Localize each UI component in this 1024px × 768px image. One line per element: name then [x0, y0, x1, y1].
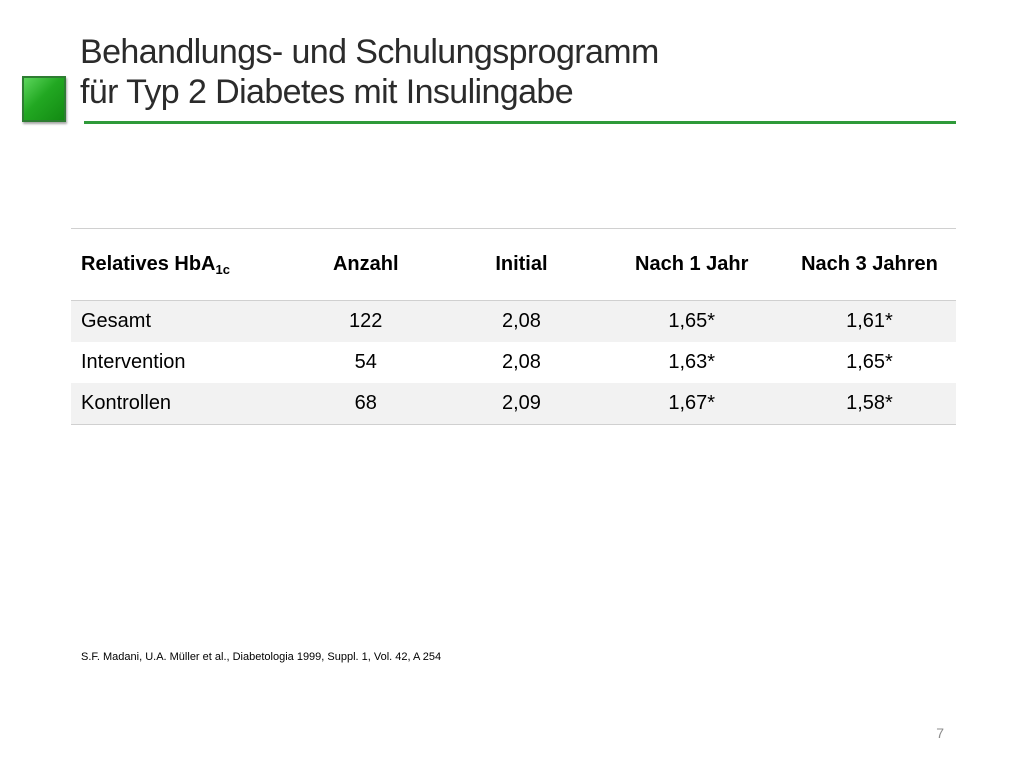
- cell-nach-1-jahr: 1,67*: [600, 383, 783, 425]
- cell-initial: 2,08: [442, 300, 601, 342]
- cell-initial: 2,08: [501, 351, 541, 373]
- table-row: Intervention 54 2,08 1,63* 1,65*: [71, 342, 956, 383]
- cell-label: Kontrollen: [71, 383, 290, 425]
- header-anzahl: Anzahl: [289, 228, 443, 301]
- header-hba1c-subscript: 1c: [215, 261, 230, 277]
- slide-title: Behandlungs- und Schulungsprogramm für T…: [80, 32, 960, 112]
- header-relatives-hba1c: Relatives HbA1c: [71, 228, 290, 301]
- header-nach-3-jahren: Nach 3 Jahren: [782, 228, 956, 301]
- cell-nach-3-jahren: 1,61*: [782, 300, 956, 342]
- cell-anzahl: 54: [354, 351, 377, 373]
- green-square-logo: [22, 76, 66, 122]
- header-nach-1-jahr: Nach 1 Jahr: [600, 228, 783, 301]
- cell-nach-3-jahren: 1,58*: [782, 383, 956, 425]
- cell-nach-1-jahr: 1,63*: [668, 351, 716, 373]
- cell-initial: 2,09: [442, 383, 601, 425]
- page-number: 7: [936, 725, 944, 741]
- hba1c-results-table: Relatives HbA1c Anzahl Initial Nach 1 Ja…: [71, 228, 956, 425]
- cell-anzahl: 68: [289, 383, 443, 425]
- cell-anzahl: 122: [289, 300, 443, 342]
- title-underline: [84, 121, 956, 124]
- cell-label: Intervention: [81, 351, 186, 373]
- table-row: Kontrollen 68 2,09 1,67* 1,58*: [71, 383, 956, 425]
- source-citation: S.F. Madani, U.A. Müller et al., Diabeto…: [81, 651, 442, 663]
- table-header-row: Relatives HbA1c Anzahl Initial Nach 1 Ja…: [71, 228, 956, 301]
- table-row: Gesamt 122 2,08 1,65* 1,61*: [71, 300, 956, 342]
- slide-title-line-2: für Typ 2 Diabetes mit Insulingabe: [80, 73, 574, 111]
- header-initial: Initial: [442, 228, 601, 301]
- cell-label: Gesamt: [71, 300, 290, 342]
- cell-nach-1-jahr: 1,65*: [600, 300, 783, 342]
- cell-nach-3-jahren: 1,65*: [846, 351, 893, 373]
- slide-title-line-1: Behandlungs- und Schulungsprogramm: [80, 33, 659, 71]
